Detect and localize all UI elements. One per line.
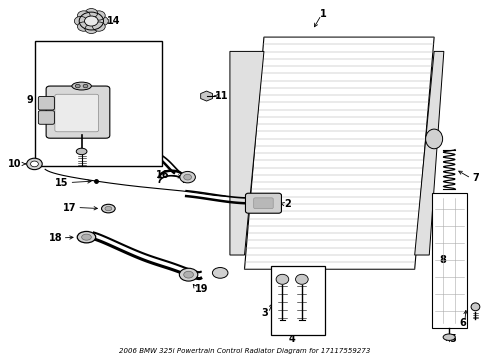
- Text: 12: 12: [134, 52, 148, 62]
- Circle shape: [96, 17, 108, 26]
- Ellipse shape: [77, 231, 96, 243]
- Text: 11: 11: [215, 91, 228, 101]
- Circle shape: [27, 158, 42, 170]
- Bar: [431, 193, 466, 328]
- FancyBboxPatch shape: [38, 111, 54, 124]
- Ellipse shape: [425, 129, 442, 149]
- FancyBboxPatch shape: [38, 96, 54, 110]
- FancyBboxPatch shape: [46, 86, 110, 138]
- Circle shape: [180, 171, 195, 183]
- Text: 15: 15: [55, 177, 68, 188]
- Circle shape: [85, 9, 98, 18]
- Circle shape: [92, 22, 105, 31]
- Circle shape: [77, 22, 90, 31]
- Text: 19: 19: [195, 284, 208, 294]
- FancyBboxPatch shape: [245, 193, 281, 213]
- Text: 16: 16: [155, 170, 169, 180]
- Text: 13: 13: [134, 87, 148, 98]
- Circle shape: [183, 174, 191, 180]
- Ellipse shape: [183, 271, 193, 278]
- FancyBboxPatch shape: [253, 198, 273, 208]
- Ellipse shape: [105, 206, 112, 211]
- Text: 3: 3: [261, 308, 267, 318]
- Ellipse shape: [212, 267, 227, 278]
- Circle shape: [77, 11, 90, 20]
- Ellipse shape: [276, 274, 288, 284]
- Text: 6: 6: [458, 318, 465, 328]
- Ellipse shape: [442, 334, 454, 341]
- Bar: [35, 41, 162, 166]
- Text: 2: 2: [284, 199, 290, 209]
- Ellipse shape: [295, 274, 307, 284]
- Text: 5: 5: [449, 334, 455, 344]
- Polygon shape: [229, 51, 264, 255]
- Polygon shape: [414, 51, 443, 255]
- Ellipse shape: [470, 303, 479, 311]
- Polygon shape: [244, 37, 433, 269]
- Text: 10: 10: [8, 159, 22, 169]
- Circle shape: [30, 161, 38, 167]
- Text: 18: 18: [48, 233, 62, 243]
- Text: 9: 9: [26, 95, 33, 105]
- Text: 8: 8: [438, 255, 445, 265]
- Text: 17: 17: [63, 203, 77, 212]
- Ellipse shape: [76, 148, 87, 155]
- Text: 14: 14: [107, 16, 121, 26]
- Ellipse shape: [102, 204, 115, 213]
- Circle shape: [84, 16, 98, 26]
- Bar: [271, 266, 324, 336]
- Ellipse shape: [72, 82, 91, 90]
- Text: 7: 7: [471, 173, 478, 183]
- Ellipse shape: [179, 268, 198, 281]
- Text: 2006 BMW 325i Powertrain Control Radiator Diagram for 17117559273: 2006 BMW 325i Powertrain Control Radiato…: [119, 348, 369, 354]
- Circle shape: [74, 17, 87, 26]
- FancyBboxPatch shape: [55, 94, 99, 132]
- Circle shape: [75, 84, 80, 88]
- Circle shape: [92, 11, 105, 20]
- Text: 1: 1: [319, 9, 326, 19]
- Circle shape: [83, 84, 88, 88]
- Circle shape: [85, 24, 98, 33]
- Ellipse shape: [81, 234, 91, 240]
- Text: 4: 4: [288, 334, 295, 344]
